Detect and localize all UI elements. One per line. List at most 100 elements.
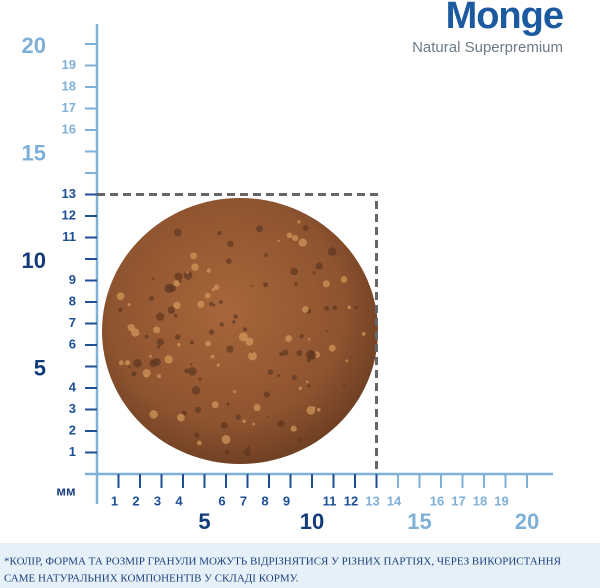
speckle — [277, 374, 281, 377]
speckle — [219, 300, 223, 304]
speckle — [279, 352, 284, 357]
speckle — [297, 220, 301, 224]
speckle — [242, 419, 246, 423]
speckle — [211, 288, 215, 292]
speckle — [243, 449, 251, 457]
speckle — [177, 413, 185, 422]
speckle — [144, 374, 147, 378]
v-label: 17 — [62, 100, 76, 115]
speckle — [232, 320, 236, 324]
h-label: 8 — [261, 493, 268, 508]
speckle — [191, 386, 201, 395]
speckle — [198, 377, 202, 381]
speckle — [155, 312, 165, 321]
h-major-label: 20 — [515, 509, 539, 534]
speckle — [238, 332, 248, 342]
logo-brand: Monge — [446, 0, 563, 37]
speckle — [266, 416, 270, 419]
speckle — [118, 307, 123, 312]
speckle — [324, 306, 330, 311]
speckle — [227, 240, 234, 248]
h-label: 1 — [111, 493, 118, 508]
footnote-line: *КОЛІР, ФОРМА ТА РОЗМІР ГРАНУЛИ МОЖУТЬ В… — [4, 556, 562, 568]
footer-band — [0, 543, 600, 588]
footnote-line: САМЕ НАТУРАЛЬНИХ КОМПОНЕНТІВ У СКЛАДІ КО… — [4, 573, 299, 585]
h-major-label: 15 — [407, 509, 431, 534]
v-label: 13 — [62, 186, 76, 201]
speckle — [157, 345, 161, 349]
unit-label: мм — [56, 483, 75, 498]
speckle — [208, 329, 215, 335]
h-label: 17 — [451, 493, 465, 508]
speckle — [128, 365, 131, 369]
h-label: 12 — [344, 493, 358, 508]
speckle — [197, 300, 205, 308]
speckle — [305, 380, 309, 384]
speckle — [285, 335, 292, 342]
speckle — [173, 314, 178, 318]
speckle — [213, 284, 220, 290]
speckle — [151, 277, 155, 280]
speckle — [326, 330, 329, 333]
h-major-label: 5 — [198, 509, 210, 534]
v-label: 3 — [69, 401, 76, 416]
v-label: 6 — [69, 336, 76, 351]
speckle — [302, 225, 309, 231]
speckle — [144, 334, 149, 339]
speckle — [305, 349, 315, 359]
speckle — [164, 283, 174, 293]
speckle — [253, 403, 261, 412]
speckle — [264, 253, 268, 257]
speckle — [340, 276, 348, 283]
speckle — [204, 292, 211, 299]
speckle — [191, 263, 199, 271]
speckle — [306, 358, 311, 363]
speckle — [292, 234, 299, 242]
speckle — [252, 422, 256, 426]
speckle — [361, 332, 366, 336]
speckle — [226, 402, 230, 406]
speckle — [188, 367, 197, 376]
speckle — [210, 354, 215, 359]
speckle — [211, 401, 219, 409]
speckle — [156, 374, 161, 379]
speckle — [245, 337, 254, 346]
speckle — [183, 271, 193, 280]
speckle — [178, 280, 182, 284]
speckle — [226, 345, 234, 353]
speckle — [149, 410, 158, 419]
speckle — [267, 369, 274, 375]
speckle — [242, 327, 248, 332]
speckle — [302, 306, 309, 313]
v-label: 4 — [69, 379, 77, 394]
speckle — [149, 295, 155, 301]
speckle — [186, 271, 189, 274]
speckle — [216, 363, 220, 367]
speckle — [286, 232, 293, 239]
speckle — [291, 375, 297, 381]
speckle — [312, 271, 316, 275]
h-label: 4 — [175, 493, 183, 508]
speckle — [297, 438, 302, 442]
logo-tagline: Natural Superpremium — [412, 39, 563, 56]
v-label: 7 — [69, 315, 76, 330]
speckle — [307, 384, 311, 388]
speckle — [296, 350, 303, 356]
speckle — [290, 267, 298, 276]
speckle — [174, 334, 181, 340]
h-label: 3 — [154, 493, 161, 508]
speckle — [174, 272, 183, 281]
v-label: 9 — [69, 272, 76, 287]
v-label: 19 — [62, 57, 76, 72]
speckle — [290, 425, 297, 432]
speckle — [149, 354, 152, 358]
speckle — [149, 359, 157, 368]
speckle — [306, 405, 316, 415]
kibble — [102, 198, 378, 464]
speckle — [250, 351, 253, 354]
speckle — [298, 238, 307, 247]
speckle — [328, 344, 336, 352]
h-label: 11 — [323, 493, 337, 508]
speckle — [124, 360, 131, 366]
speckle — [131, 371, 137, 377]
